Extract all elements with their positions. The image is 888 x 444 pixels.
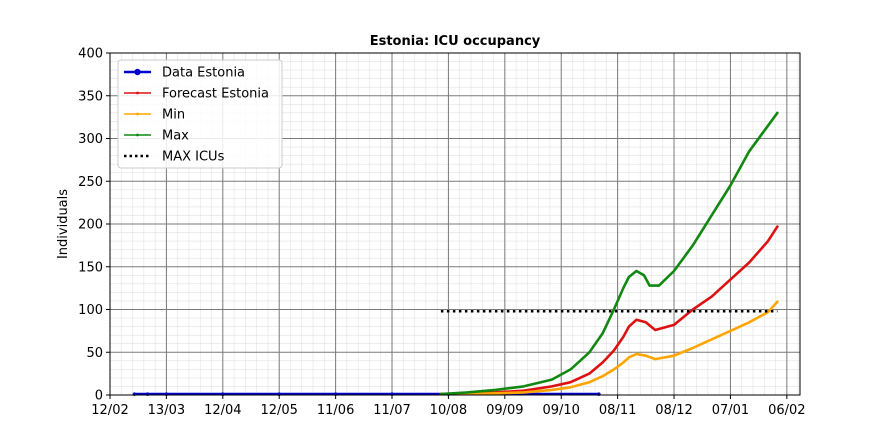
y-tick-label: 0: [95, 389, 103, 404]
y-axis-label: Individuals: [56, 189, 71, 259]
x-tick-label: 12/04: [204, 403, 241, 418]
legend-marker-2: [136, 112, 139, 116]
legend-marker-3: [136, 133, 139, 137]
x-tick-label: 12/02: [91, 403, 128, 418]
x-axis-ticks: 12/02 13/03 12/04 12/05 11/06 11/07 10/08 09/09…: [91, 395, 806, 418]
x-tick-label: 08/12: [655, 403, 692, 418]
x-tick-label: 09/09: [486, 403, 523, 418]
y-tick-label: 400: [78, 47, 103, 62]
legend-label-1: Forecast Estonia: [162, 87, 269, 102]
x-tick-label: 07/01: [712, 403, 749, 418]
y-tick-label: 50: [86, 346, 103, 361]
y-tick-label: 250: [78, 175, 103, 190]
x-tick-label: 06/02: [768, 403, 805, 418]
legend-label-3: Max: [162, 129, 189, 144]
legend-label-2: Min: [162, 108, 185, 123]
x-tick-label: 10/08: [430, 403, 467, 418]
x-tick-label: 11/06: [317, 403, 354, 418]
legend: Data Estonia Forecast Estonia Min Max MAX IC…: [117, 59, 283, 169]
legend-marker-1: [136, 91, 139, 95]
y-tick-label: 200: [78, 218, 103, 233]
y-tick-label: 100: [78, 303, 103, 318]
series-layer: [132, 111, 779, 396]
y-tick-label: 350: [78, 89, 103, 104]
x-tick-label: 13/03: [148, 403, 185, 418]
x-tick-label: 12/05: [260, 403, 297, 418]
y-tick-label: 300: [78, 132, 103, 147]
x-tick-label: 08/11: [599, 403, 636, 418]
series-line-2: [439, 300, 779, 396]
x-tick-label: 11/07: [373, 403, 410, 418]
series-line-3: [439, 111, 779, 396]
x-tick-label: 09/10: [542, 403, 579, 418]
y-tick-label: 150: [78, 260, 103, 275]
legend-label-0: Data Estonia: [162, 66, 245, 81]
chart-title: Estonia: ICU occupancy: [370, 34, 541, 49]
y-axis-ticks: 0 50 100 150 200 250 300 350 400: [78, 47, 110, 404]
legend-marker-0: [134, 68, 141, 76]
legend-label-4: MAX ICUs: [162, 150, 225, 165]
series-line-1: [439, 225, 779, 396]
legend-frame: [117, 59, 283, 169]
